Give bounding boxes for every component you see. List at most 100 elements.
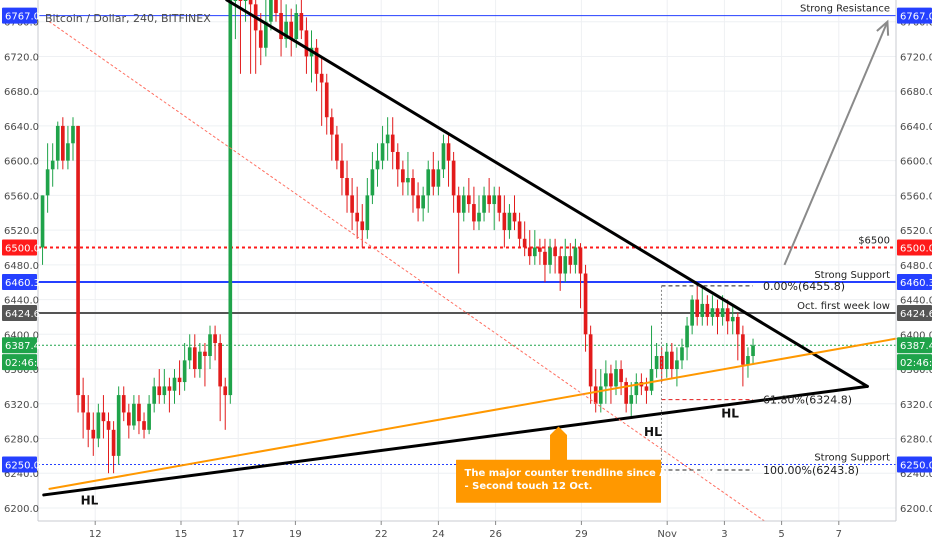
- y-tick-left: 6600.0: [4, 157, 39, 168]
- candle-body: [157, 386, 162, 396]
- candle-body: [162, 386, 167, 396]
- support-6250-tag-label-left: 6250.0: [5, 461, 40, 472]
- candle-body: [730, 316, 735, 322]
- axes: 6200.0 6200.0 6240.0 6240.0 6280.0 6280.0 6320…: [4, 0, 932, 540]
- candle-body: [147, 403, 151, 430]
- support-6250-tag-right: [897, 456, 932, 473]
- candle-body: [213, 334, 217, 343]
- candle-body: [258, 30, 263, 48]
- fib-label-1: 61.80%(6324.8): [763, 394, 852, 407]
- candle-body: [619, 369, 623, 383]
- candle-body: [71, 125, 75, 144]
- candle-body: [467, 195, 471, 205]
- candle-body: [624, 382, 628, 404]
- candle-body: [360, 221, 365, 231]
- candle-body: [680, 347, 684, 361]
- y-tick-left: 6720.0: [4, 52, 39, 63]
- candle-body: [751, 345, 755, 357]
- candle-body: [710, 308, 715, 317]
- y-tick-left: 6320.0: [4, 400, 39, 411]
- candle-body: [101, 412, 106, 422]
- candle-body: [340, 160, 344, 179]
- candle-body: [172, 377, 177, 391]
- candle-body: [735, 316, 740, 335]
- candle-body: [609, 373, 613, 387]
- last-price-tag-label-left: 6387.4: [5, 341, 40, 352]
- candle-body: [284, 21, 288, 40]
- y-tick-right: 6600.0: [900, 157, 932, 168]
- candle-body: [532, 247, 537, 257]
- y-tick-right: 6520.0: [900, 226, 932, 237]
- price-tags: 6767.0 6767.0 6500.0 6500.0 6460.3 6460.3 6424…: [2, 7, 932, 473]
- y-tick-right: 6640.0: [900, 122, 932, 133]
- last-price-tag-label-right: 6387.4: [900, 341, 932, 352]
- candle-body: [406, 178, 410, 183]
- y-tick-right: 6440.0: [900, 296, 932, 307]
- candle-body: [664, 351, 669, 370]
- candle-body: [588, 334, 593, 387]
- candle-body: [106, 421, 111, 430]
- x-tick-label: 5: [778, 529, 784, 540]
- level-6500-tag-label-left: 6500.0: [5, 243, 40, 254]
- resistance-tag-right: [897, 7, 932, 24]
- candle-body: [329, 117, 334, 135]
- y-tick-left: 6400.0: [4, 330, 39, 341]
- candle-body: [604, 373, 608, 387]
- y-tick-left: 6520.0: [4, 226, 39, 237]
- y-tick-left: 6360.0: [4, 365, 39, 376]
- x-tick-label: 12: [89, 529, 102, 540]
- candle-body: [441, 143, 446, 170]
- x-tick-label: 22: [375, 529, 388, 540]
- candle-body: [527, 247, 532, 257]
- support-6250-tag-left: [2, 456, 37, 473]
- candle-body: [482, 195, 486, 213]
- candle-body: [426, 169, 431, 196]
- countdown-tag-right: [897, 354, 932, 371]
- candle-body: [319, 73, 324, 83]
- candle-body: [431, 169, 436, 187]
- candle-body: [269, 0, 273, 22]
- x-tick-label: 3: [721, 529, 727, 540]
- y-tick-left: 6200.0: [4, 504, 39, 515]
- candle-body: [685, 325, 689, 348]
- candle-body: [411, 178, 415, 196]
- candle-body: [543, 251, 547, 265]
- chart-title: Bitcoin / Dollar, 240, BITFINEX: [45, 12, 211, 25]
- support-6250-note: Strong Support: [814, 453, 890, 464]
- candle-body: [198, 351, 202, 370]
- candle-body: [644, 386, 649, 391]
- candle-body: [578, 247, 583, 274]
- candle-body: [654, 356, 659, 370]
- candle-body: [91, 429, 96, 439]
- projection-arrow: [783, 21, 889, 266]
- candle-body: [502, 212, 507, 231]
- lower-trendline: [42, 384, 869, 497]
- candle-body: [289, 21, 294, 40]
- callout-line-0: The major counter trendline since August…: [465, 468, 717, 479]
- week-low-tag-right: [897, 304, 932, 321]
- x-tick-label: 15: [175, 529, 188, 540]
- support-6460-tag-left: [2, 273, 37, 290]
- candle-body: [324, 82, 329, 118]
- candle-body: [132, 403, 136, 426]
- candle-body: [558, 256, 563, 274]
- candle-body: [568, 256, 573, 265]
- last-price-tag-right: [897, 337, 932, 354]
- candle-body: [477, 212, 481, 222]
- annotations: Strong Resistance $6500 Strong Support Oct.…: [81, 4, 890, 508]
- plot-area: [38, 0, 896, 521]
- y-tick-left: 6280.0: [4, 435, 39, 446]
- candle-body: [177, 377, 182, 383]
- candle-body: [487, 195, 491, 205]
- candle-body: [228, 0, 233, 396]
- candle-body: [553, 247, 557, 257]
- level-6500-tag-label-right: 6500.0: [900, 243, 932, 254]
- candle-body: [238, 0, 243, 1]
- candle-body: [233, 0, 238, 1]
- candle-body: [76, 125, 80, 396]
- y-tick-left: 6680.0: [4, 87, 39, 98]
- candle-body: [522, 238, 527, 248]
- x-tick-label: 7: [836, 529, 842, 540]
- candle-body: [690, 299, 694, 326]
